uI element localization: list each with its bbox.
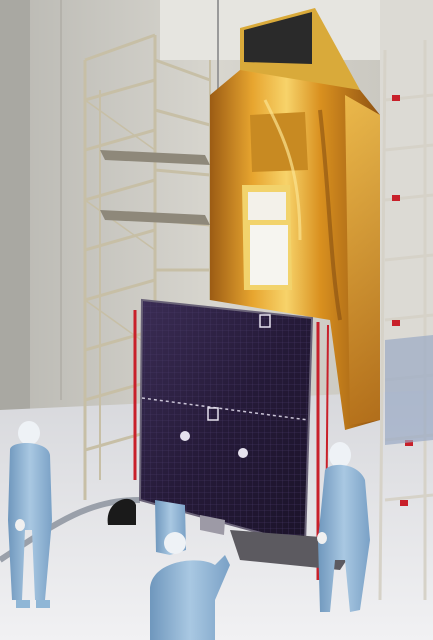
solar-array [138, 298, 314, 547]
satellite-foil-fold [263, 99, 302, 241]
wall-panel-seam [60, 0, 62, 400]
solar-array-mount-2 [238, 448, 248, 458]
left-wall-panel [0, 0, 30, 420]
solar-array-hinge-line [141, 397, 309, 421]
solar-array-cells [140, 300, 312, 545]
solar-array-fixture [200, 515, 225, 535]
technician-bottom [150, 532, 230, 640]
scaffold-platforms-left [100, 150, 210, 225]
technician-left [8, 421, 52, 608]
solar-array-bracket-top [259, 314, 271, 328]
satellite-recess [250, 112, 308, 172]
solar-array-mount-1 [180, 431, 190, 441]
satellite-body [210, 8, 380, 430]
floor-bag [107, 498, 136, 525]
satellite-side-panel [345, 95, 380, 425]
scaffold-red-clamps-right [392, 95, 413, 506]
solar-array-bracket-center [207, 407, 219, 421]
satellite-foil-shadow [318, 109, 342, 321]
technician-right [317, 442, 370, 612]
satellite-window-upper [248, 192, 286, 220]
equipment-cart-right [385, 335, 433, 445]
satellite-window-lower [250, 225, 288, 285]
satellite-top-dark [244, 12, 312, 64]
